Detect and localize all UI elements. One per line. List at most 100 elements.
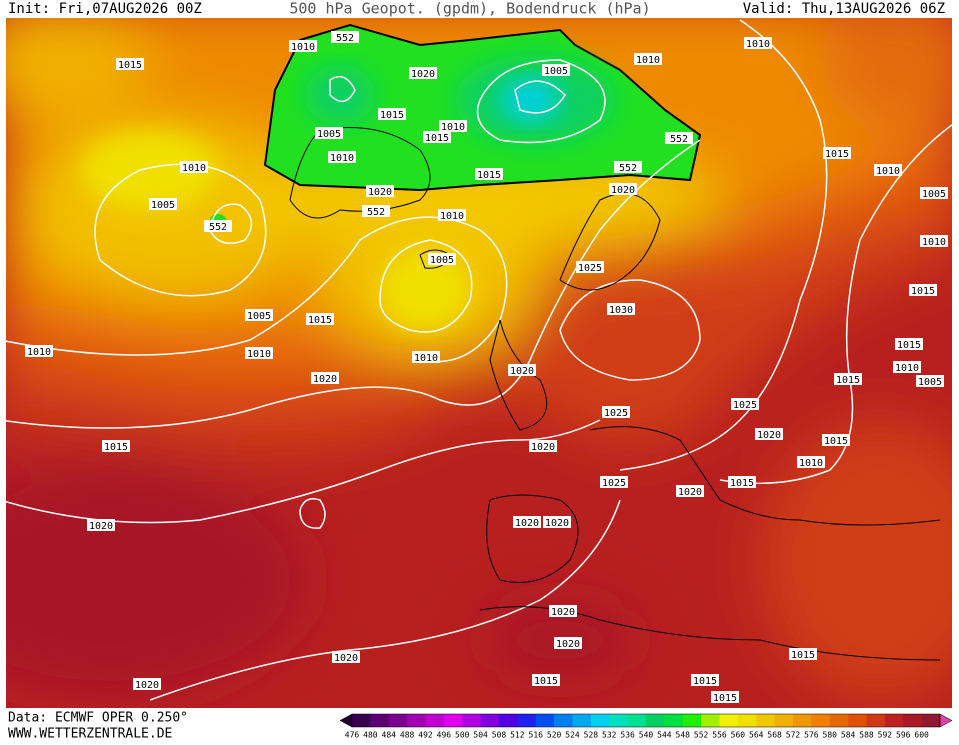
colorbar-cell xyxy=(646,714,665,727)
isobar-label: 1005 xyxy=(317,129,341,140)
colorbar-label: 484 xyxy=(382,731,397,740)
isobar-label-box xyxy=(529,440,557,452)
isobar-label: 1020 xyxy=(515,518,539,529)
website: WWW.WETTERZENTRALE.DE xyxy=(8,727,172,742)
isobar-label-box xyxy=(549,605,577,617)
isobar-label-box xyxy=(378,108,406,120)
colorbar-label: 532 xyxy=(602,731,617,740)
isobar-label: 1030 xyxy=(609,305,633,316)
colorbar-label: 592 xyxy=(878,731,893,740)
colorbar-cell xyxy=(443,714,463,727)
isobar-label-box xyxy=(328,151,356,163)
colorbar-label: 500 xyxy=(455,731,470,740)
colorbar-label: 548 xyxy=(676,731,691,740)
isobar-label-box xyxy=(895,338,923,350)
colorbar-cell xyxy=(590,714,610,727)
isobar-label-box xyxy=(439,120,467,132)
colorbar-cell xyxy=(572,714,592,727)
isobar-label: 1020 xyxy=(510,366,534,377)
isobar-label-box xyxy=(554,637,582,649)
valid-time: Valid: Thu,13AUG2026 06Z xyxy=(743,1,945,17)
isobar-label: 552 xyxy=(209,222,227,233)
colorbar-label: 536 xyxy=(620,731,635,740)
colorbar-cell xyxy=(407,714,426,727)
colorbar-cell xyxy=(884,714,904,727)
isobar-label: 1015 xyxy=(730,478,754,489)
colorbar-cell xyxy=(774,714,794,727)
colorbar-cell xyxy=(462,714,481,727)
colorbar-cell xyxy=(866,714,886,727)
isobar-label: 1015 xyxy=(118,60,142,71)
isobar-label: 1015 xyxy=(713,693,737,704)
colorbar-label: 480 xyxy=(363,731,378,740)
isobar-label-box xyxy=(789,648,817,660)
isobar-label-box xyxy=(362,205,390,217)
isobar-label-box xyxy=(676,485,704,497)
isobar-label-box xyxy=(744,37,772,49)
isobar-label-box xyxy=(614,161,642,173)
isobar-label: 1010 xyxy=(182,163,206,174)
isobar-label-box xyxy=(332,651,360,663)
colorbar-cell xyxy=(921,714,941,727)
isobar-label: 1015 xyxy=(380,110,404,121)
isobar-label-box xyxy=(728,476,756,488)
isobar-label: 1010 xyxy=(895,363,919,374)
isobar-label: 1005 xyxy=(922,189,946,200)
isobar-label: 1025 xyxy=(578,263,602,274)
isobar-label-box xyxy=(874,164,902,176)
isobar-label: 552 xyxy=(670,134,688,145)
colorbar-label: 572 xyxy=(786,731,801,740)
colorbar-label: 508 xyxy=(492,731,507,740)
isobar-label: 1005 xyxy=(544,66,568,77)
isobar-label: 1010 xyxy=(441,122,465,133)
colorbar-cell xyxy=(609,714,628,727)
isobar-label: 552 xyxy=(367,207,385,218)
isobar-label: 1005 xyxy=(430,255,454,266)
isobar-label-box xyxy=(893,361,921,373)
colorbar-cell xyxy=(535,714,555,727)
colorbar-arrow-high xyxy=(939,713,953,728)
isobar-label-box xyxy=(475,168,503,180)
isobar-label-box xyxy=(508,364,536,376)
colorbar-cell xyxy=(829,714,849,727)
colorbar-label: 524 xyxy=(565,731,580,740)
colorbar-label: 528 xyxy=(584,731,599,740)
isobar-label-box xyxy=(731,398,759,410)
isobar-label: 1010 xyxy=(636,55,660,66)
colorbar-arrow-low xyxy=(339,713,353,728)
data-source: Data: ECMWF OPER 0.250° xyxy=(8,711,188,726)
colorbar-label: 504 xyxy=(473,731,488,740)
colorbar-label: 576 xyxy=(804,731,819,740)
isobar-label-box xyxy=(133,678,161,690)
isobar-label: 1015 xyxy=(308,315,332,326)
isobar-label: 1010 xyxy=(922,237,946,248)
isobar-label-box xyxy=(311,372,339,384)
colorbar-cell xyxy=(388,714,408,727)
colorbar-label: 580 xyxy=(823,731,838,740)
colorbar-label: 544 xyxy=(657,731,672,740)
colorbar-cell xyxy=(664,714,684,727)
isobar-label: 1010 xyxy=(27,347,51,358)
isobar-label-box xyxy=(116,58,144,70)
isobar-label-box xyxy=(532,674,560,686)
colorbar-cell xyxy=(793,714,812,727)
isobar-label: 1015 xyxy=(897,340,921,351)
colorbar-label: 588 xyxy=(859,731,874,740)
isobar-label-box xyxy=(665,132,693,144)
isobar-label: 552 xyxy=(619,163,637,174)
colorbar-label: 568 xyxy=(767,731,782,740)
isobar-label-box xyxy=(543,516,571,528)
colorbar-label: 600 xyxy=(914,731,929,740)
isobar-label-box xyxy=(25,345,53,357)
isobar-label: 1020 xyxy=(135,680,159,691)
colorbar-label: 512 xyxy=(510,731,525,740)
isobar-label-box xyxy=(102,440,130,452)
isobar-label-box xyxy=(366,185,394,197)
isobar-label-box xyxy=(691,674,719,686)
isobar-label-box xyxy=(289,40,317,52)
colorbar-label: 476 xyxy=(345,731,360,740)
isobar-label: 1020 xyxy=(545,518,569,529)
isobar-label: 1020 xyxy=(551,607,575,618)
colorbar-cell xyxy=(480,714,500,727)
